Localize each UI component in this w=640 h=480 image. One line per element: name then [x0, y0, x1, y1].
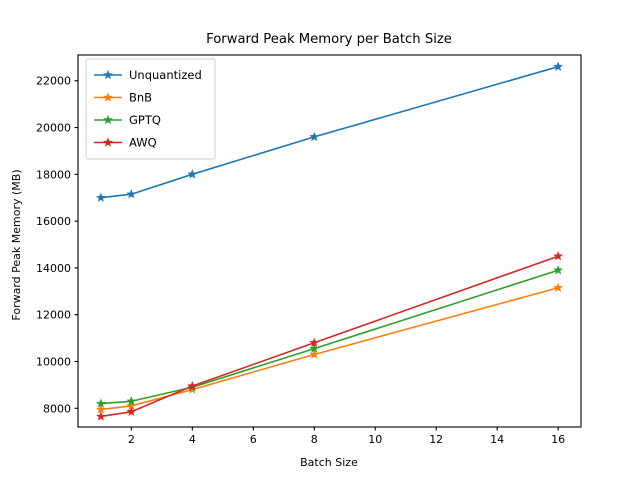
data-point-marker [553, 61, 564, 71]
y-tick-label: 20000 [36, 122, 71, 135]
x-axis-ticks: 2 4 6 8 10 12 14 16 [128, 427, 565, 446]
x-tick-label: 4 [189, 433, 196, 446]
data-point-marker [309, 343, 320, 353]
legend-label: Unquantized [129, 68, 202, 82]
y-axis-label: Forward Peak Memory (MB) [10, 169, 23, 320]
series-awq [95, 251, 564, 421]
plot-frame [77, 54, 582, 428]
legend-marker-icon [103, 137, 113, 147]
series-line [100, 286, 559, 411]
x-tick-label: 10 [368, 433, 382, 446]
data-point-marker [126, 396, 137, 406]
data-point-marker [309, 349, 320, 359]
legend-marker-icon [103, 114, 113, 125]
data-point-marker [95, 398, 106, 408]
chart-legend: Unquantized BnB GPTQ AWQ [85, 58, 216, 160]
x-axis-label: Batch Size [300, 456, 358, 469]
data-point-marker [309, 337, 320, 347]
data-point-marker [553, 251, 564, 261]
data-series-group [95, 61, 564, 421]
legend-label: AWQ [129, 136, 157, 150]
y-tick-label: 22000 [36, 75, 71, 88]
legend-label: BnB [129, 91, 152, 105]
y-tick-label: 10000 [36, 355, 71, 368]
x-tick-label: 16 [551, 433, 565, 446]
series-unquantized [95, 61, 564, 202]
y-tick-label: 8000 [43, 402, 71, 415]
legend-marker-icon [103, 92, 113, 102]
data-point-marker [126, 400, 137, 411]
data-point-marker [95, 192, 106, 202]
chart-title: Forward Peak Memory per Batch Size [206, 32, 452, 47]
legend-item-gptq[interactable]: GPTQ [94, 113, 161, 127]
y-tick-label: 12000 [36, 309, 71, 322]
data-point-marker [309, 131, 320, 142]
data-point-marker [187, 380, 198, 391]
data-point-marker [553, 265, 564, 275]
data-point-marker [95, 404, 106, 414]
series-gptq [95, 265, 564, 408]
y-tick-label: 14000 [36, 262, 71, 275]
legend-background [85, 58, 216, 160]
x-tick-label: 8 [311, 433, 318, 446]
data-point-marker [187, 169, 198, 179]
data-point-marker [95, 411, 106, 421]
data-point-marker [126, 189, 137, 199]
data-point-marker [553, 282, 564, 292]
x-tick-label: 6 [250, 433, 257, 446]
y-axis-ticks: 8000 10000 12000 14000 16000 18000 20000 22000 [36, 75, 78, 415]
y-tick-label: 16000 [36, 215, 71, 228]
x-tick-label: 12 [429, 433, 443, 446]
legend-item-awq[interactable]: AWQ [94, 136, 157, 150]
x-tick-label: 2 [128, 433, 135, 446]
legend-label: GPTQ [129, 113, 161, 127]
x-tick-label: 14 [490, 433, 504, 446]
data-point-marker [126, 406, 137, 416]
legend-item-unquantized[interactable]: Unquantized [94, 68, 202, 82]
legend-marker-icon [103, 69, 113, 80]
y-tick-label: 18000 [36, 168, 71, 181]
legend-item-bnb[interactable]: BnB [94, 91, 152, 105]
